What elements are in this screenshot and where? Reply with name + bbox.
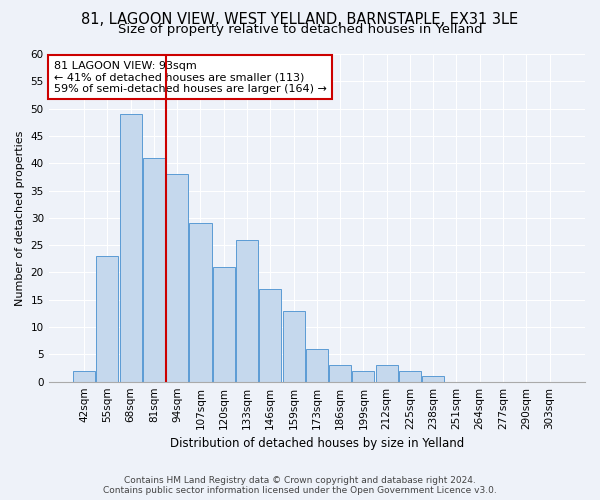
Text: 81, LAGOON VIEW, WEST YELLAND, BARNSTAPLE, EX31 3LE: 81, LAGOON VIEW, WEST YELLAND, BARNSTAPL…: [82, 12, 518, 28]
Bar: [143, 158, 165, 382]
Bar: [166, 174, 188, 382]
Bar: [119, 114, 142, 382]
X-axis label: Distribution of detached houses by size in Yelland: Distribution of detached houses by size …: [170, 437, 464, 450]
Bar: [212, 267, 235, 382]
Bar: [376, 366, 398, 382]
Y-axis label: Number of detached properties: Number of detached properties: [15, 130, 25, 306]
Bar: [97, 256, 118, 382]
Text: 81 LAGOON VIEW: 93sqm
← 41% of detached houses are smaller (113)
59% of semi-det: 81 LAGOON VIEW: 93sqm ← 41% of detached …: [54, 60, 327, 94]
Text: Size of property relative to detached houses in Yelland: Size of property relative to detached ho…: [118, 22, 482, 36]
Bar: [283, 310, 305, 382]
Bar: [352, 371, 374, 382]
Bar: [329, 366, 351, 382]
Bar: [236, 240, 258, 382]
Bar: [306, 349, 328, 382]
Bar: [422, 376, 444, 382]
Bar: [73, 371, 95, 382]
Bar: [399, 371, 421, 382]
Bar: [259, 289, 281, 382]
Bar: [190, 224, 212, 382]
Text: Contains HM Land Registry data © Crown copyright and database right 2024.
Contai: Contains HM Land Registry data © Crown c…: [103, 476, 497, 495]
